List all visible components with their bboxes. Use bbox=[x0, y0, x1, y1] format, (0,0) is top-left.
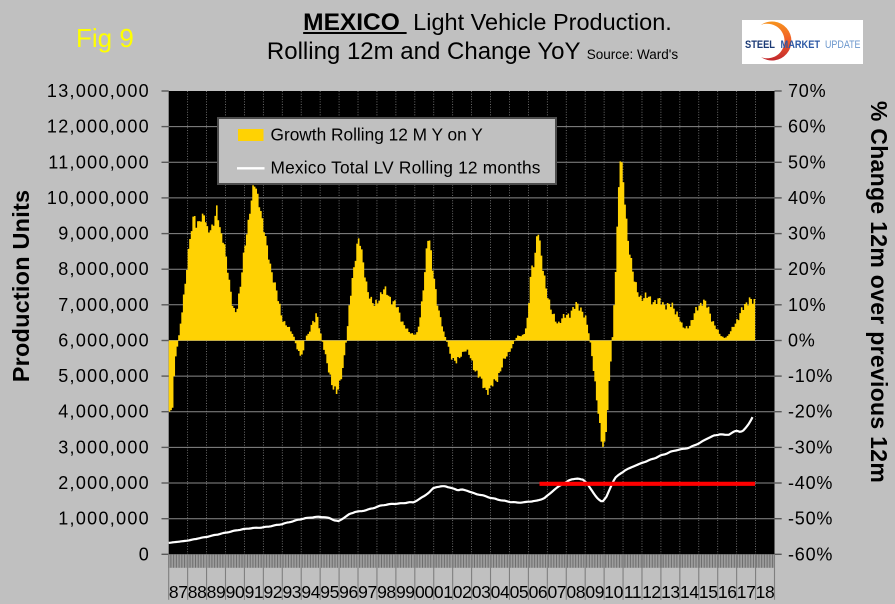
svg-text:90: 90 bbox=[226, 582, 245, 602]
svg-text:96: 96 bbox=[339, 582, 358, 602]
svg-text:05: 05 bbox=[510, 582, 529, 602]
svg-text:12: 12 bbox=[642, 582, 661, 602]
svg-text:-60%: -60% bbox=[788, 544, 833, 564]
svg-text:1,000,000: 1,000,000 bbox=[58, 509, 150, 529]
svg-text:94: 94 bbox=[301, 582, 320, 602]
svg-text:10%: 10% bbox=[788, 295, 826, 315]
svg-text:95: 95 bbox=[320, 582, 339, 602]
svg-text:-30%: -30% bbox=[788, 437, 833, 457]
svg-text:07: 07 bbox=[547, 582, 566, 602]
svg-text:87: 87 bbox=[169, 582, 188, 602]
svg-text:% Change 12m over previous 12m: % Change 12m over previous 12m bbox=[866, 101, 892, 483]
svg-text:03: 03 bbox=[472, 582, 491, 602]
svg-text:13: 13 bbox=[661, 582, 680, 602]
svg-text:Growth Rolling 12 M Y on Y: Growth Rolling 12 M Y on Y bbox=[271, 125, 484, 145]
svg-text:6,000,000: 6,000,000 bbox=[58, 331, 150, 351]
svg-text:Mexico Total LV Rolling 12 mon: Mexico Total LV Rolling 12 months bbox=[271, 158, 541, 178]
svg-text:60%: 60% bbox=[788, 117, 826, 137]
svg-text:10: 10 bbox=[604, 582, 623, 602]
svg-text:92: 92 bbox=[263, 582, 282, 602]
svg-text:MARKET: MARKET bbox=[781, 39, 821, 51]
svg-text:01: 01 bbox=[434, 582, 453, 602]
svg-text:STEEL: STEEL bbox=[745, 39, 775, 51]
svg-text:04: 04 bbox=[491, 582, 510, 602]
svg-text:16: 16 bbox=[718, 582, 737, 602]
svg-text:0%: 0% bbox=[788, 331, 816, 351]
svg-text:89: 89 bbox=[207, 582, 226, 602]
svg-text:-10%: -10% bbox=[788, 366, 833, 386]
svg-text:00: 00 bbox=[415, 582, 434, 602]
svg-text:18: 18 bbox=[756, 582, 775, 602]
svg-text:06: 06 bbox=[529, 582, 548, 602]
svg-text:09: 09 bbox=[585, 582, 604, 602]
svg-text:11,000,000: 11,000,000 bbox=[48, 152, 150, 172]
svg-text:-40%: -40% bbox=[788, 473, 833, 493]
svg-text:13,000,000: 13,000,000 bbox=[47, 81, 150, 101]
svg-text:8,000,000: 8,000,000 bbox=[58, 259, 150, 279]
svg-text:UPDATE: UPDATE bbox=[825, 39, 861, 51]
svg-text:5,000,000: 5,000,000 bbox=[58, 366, 150, 386]
svg-text:98: 98 bbox=[377, 582, 396, 602]
svg-text:99: 99 bbox=[396, 582, 415, 602]
svg-text:70%: 70% bbox=[788, 81, 826, 101]
svg-text:14: 14 bbox=[680, 582, 699, 602]
svg-text:3,000,000: 3,000,000 bbox=[58, 437, 150, 457]
svg-text:20%: 20% bbox=[788, 259, 826, 279]
svg-text:17: 17 bbox=[737, 582, 756, 602]
svg-text:12,000,000: 12,000,000 bbox=[47, 117, 150, 137]
svg-text:11: 11 bbox=[624, 582, 641, 602]
svg-text:88: 88 bbox=[188, 582, 207, 602]
svg-text:02: 02 bbox=[453, 582, 472, 602]
svg-text:2,000,000: 2,000,000 bbox=[58, 473, 150, 493]
svg-text:7,000,000: 7,000,000 bbox=[58, 295, 150, 315]
svg-text:97: 97 bbox=[358, 582, 377, 602]
svg-text:-20%: -20% bbox=[788, 402, 833, 422]
svg-text:93: 93 bbox=[282, 582, 301, 602]
svg-text:15: 15 bbox=[699, 582, 718, 602]
svg-text:10,000,000: 10,000,000 bbox=[47, 188, 150, 208]
svg-text:91: 91 bbox=[245, 582, 264, 602]
svg-text:-50%: -50% bbox=[788, 509, 833, 529]
svg-text:50%: 50% bbox=[788, 152, 826, 172]
svg-text:Production Units: Production Units bbox=[8, 190, 34, 383]
svg-text:9,000,000: 9,000,000 bbox=[58, 224, 150, 244]
svg-text:0: 0 bbox=[139, 544, 150, 564]
svg-text:08: 08 bbox=[566, 582, 585, 602]
svg-text:4,000,000: 4,000,000 bbox=[58, 402, 150, 422]
svg-text:30%: 30% bbox=[788, 224, 826, 244]
svg-text:40%: 40% bbox=[788, 188, 826, 208]
